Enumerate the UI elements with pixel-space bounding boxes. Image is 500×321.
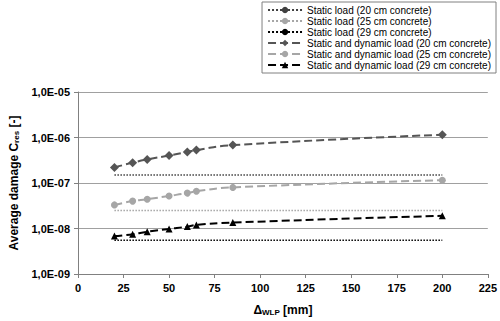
svg-text:0: 0	[75, 282, 81, 294]
svg-text:175: 175	[388, 282, 406, 294]
svg-text:225: 225	[479, 282, 497, 294]
svg-text:1,0E-09: 1,0E-09	[31, 268, 70, 280]
svg-text:Static load (29 cm concrete): Static load (29 cm concrete)	[307, 27, 432, 38]
svg-text:Static load (25 cm concrete): Static load (25 cm concrete)	[307, 16, 432, 27]
svg-text:1,0E-07: 1,0E-07	[31, 177, 70, 189]
svg-text:125: 125	[297, 282, 315, 294]
svg-text:Static and dynamic load (25 cm: Static and dynamic load (25 cm concrete)	[307, 49, 491, 60]
svg-text:50: 50	[163, 282, 175, 294]
svg-text:res: res	[12, 130, 21, 143]
svg-text:Static and dynamic load (29 cm: Static and dynamic load (29 cm concrete)	[307, 60, 491, 71]
svg-text:Static and dynamic load (20 cm: Static and dynamic load (20 cm concrete)	[307, 38, 491, 49]
svg-text:1,0E-06: 1,0E-06	[31, 132, 70, 144]
svg-text:Average damage C: Average damage C	[7, 143, 21, 251]
svg-text:1,0E-08: 1,0E-08	[31, 223, 70, 235]
svg-text:1,0E-05: 1,0E-05	[31, 86, 70, 98]
svg-text:[-]: [-]	[7, 116, 21, 131]
svg-text:Δ: Δ	[253, 303, 262, 317]
svg-text:[mm]: [mm]	[280, 303, 313, 317]
svg-text:100: 100	[251, 282, 269, 294]
svg-text:150: 150	[342, 282, 360, 294]
svg-text:25: 25	[117, 282, 129, 294]
svg-text:75: 75	[208, 282, 220, 294]
svg-text:Static load (20 cm concrete): Static load (20 cm concrete)	[307, 5, 432, 16]
svg-text:WLP: WLP	[262, 308, 280, 317]
svg-text:200: 200	[433, 282, 451, 294]
